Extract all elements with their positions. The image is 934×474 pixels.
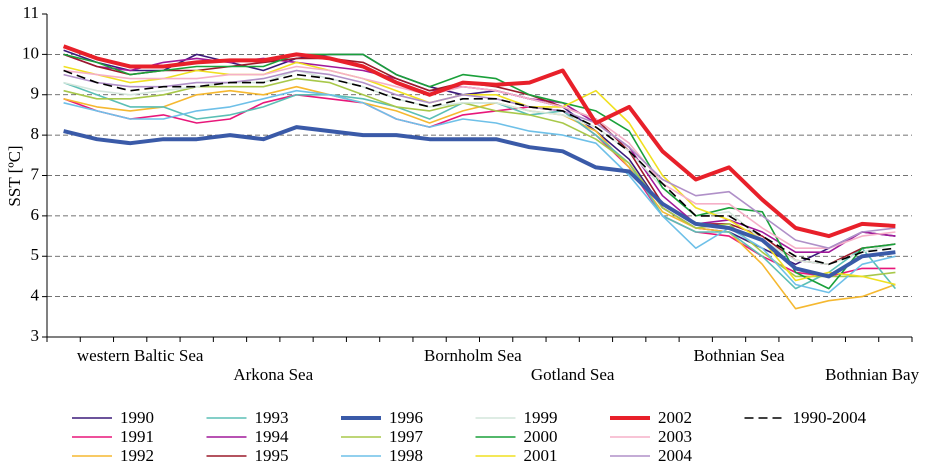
y-tick-label: 3 xyxy=(31,326,40,345)
legend-label: 2004 xyxy=(658,446,693,465)
x-tick-label: Bornholm Sea xyxy=(424,346,522,365)
x-tick-label: Bothnian Bay xyxy=(825,365,919,384)
y-tick-label: 5 xyxy=(31,245,40,264)
y-tick-label: 4 xyxy=(31,286,40,305)
x-tick-label: western Baltic Sea xyxy=(77,346,204,365)
legend-label: 1990-2004 xyxy=(793,408,867,427)
legend-label: 1991 xyxy=(120,427,154,446)
legend-label: 1998 xyxy=(389,446,423,465)
y-tick-label: 10 xyxy=(22,43,39,62)
legend-label: 1994 xyxy=(255,427,290,446)
legend-label: 2002 xyxy=(658,408,692,427)
legend-label: 1993 xyxy=(255,408,289,427)
x-tick-label: Bothnian Sea xyxy=(693,346,785,365)
series-line xyxy=(63,125,896,279)
series-line xyxy=(63,65,896,249)
x-tick-label: Arkona Sea xyxy=(233,365,313,384)
legend-label: 1999 xyxy=(524,408,558,427)
y-tick-label: 9 xyxy=(31,84,40,103)
y-tick-label: 6 xyxy=(31,205,40,224)
series-line xyxy=(63,69,896,266)
legend-label: 1990 xyxy=(120,408,154,427)
legend-label: 1997 xyxy=(389,427,424,446)
series-line xyxy=(62,44,896,239)
y-axis-label: SST [ºC] xyxy=(5,145,24,206)
legend-label: 1992 xyxy=(120,446,154,465)
legend-label: 2001 xyxy=(524,446,558,465)
series-line xyxy=(63,69,896,249)
y-tick-label: 7 xyxy=(31,164,40,183)
legend-label: 2000 xyxy=(524,427,558,446)
x-tick-label: Gotland Sea xyxy=(531,365,615,384)
legend-label: 1996 xyxy=(389,408,423,427)
legend-label: 1995 xyxy=(255,446,289,465)
series-line xyxy=(63,61,896,286)
series-line xyxy=(63,89,896,294)
legend-label: 2003 xyxy=(658,427,692,446)
y-tick-label: 11 xyxy=(23,3,39,22)
series-line xyxy=(63,85,896,310)
y-tick-label: 8 xyxy=(31,124,40,143)
